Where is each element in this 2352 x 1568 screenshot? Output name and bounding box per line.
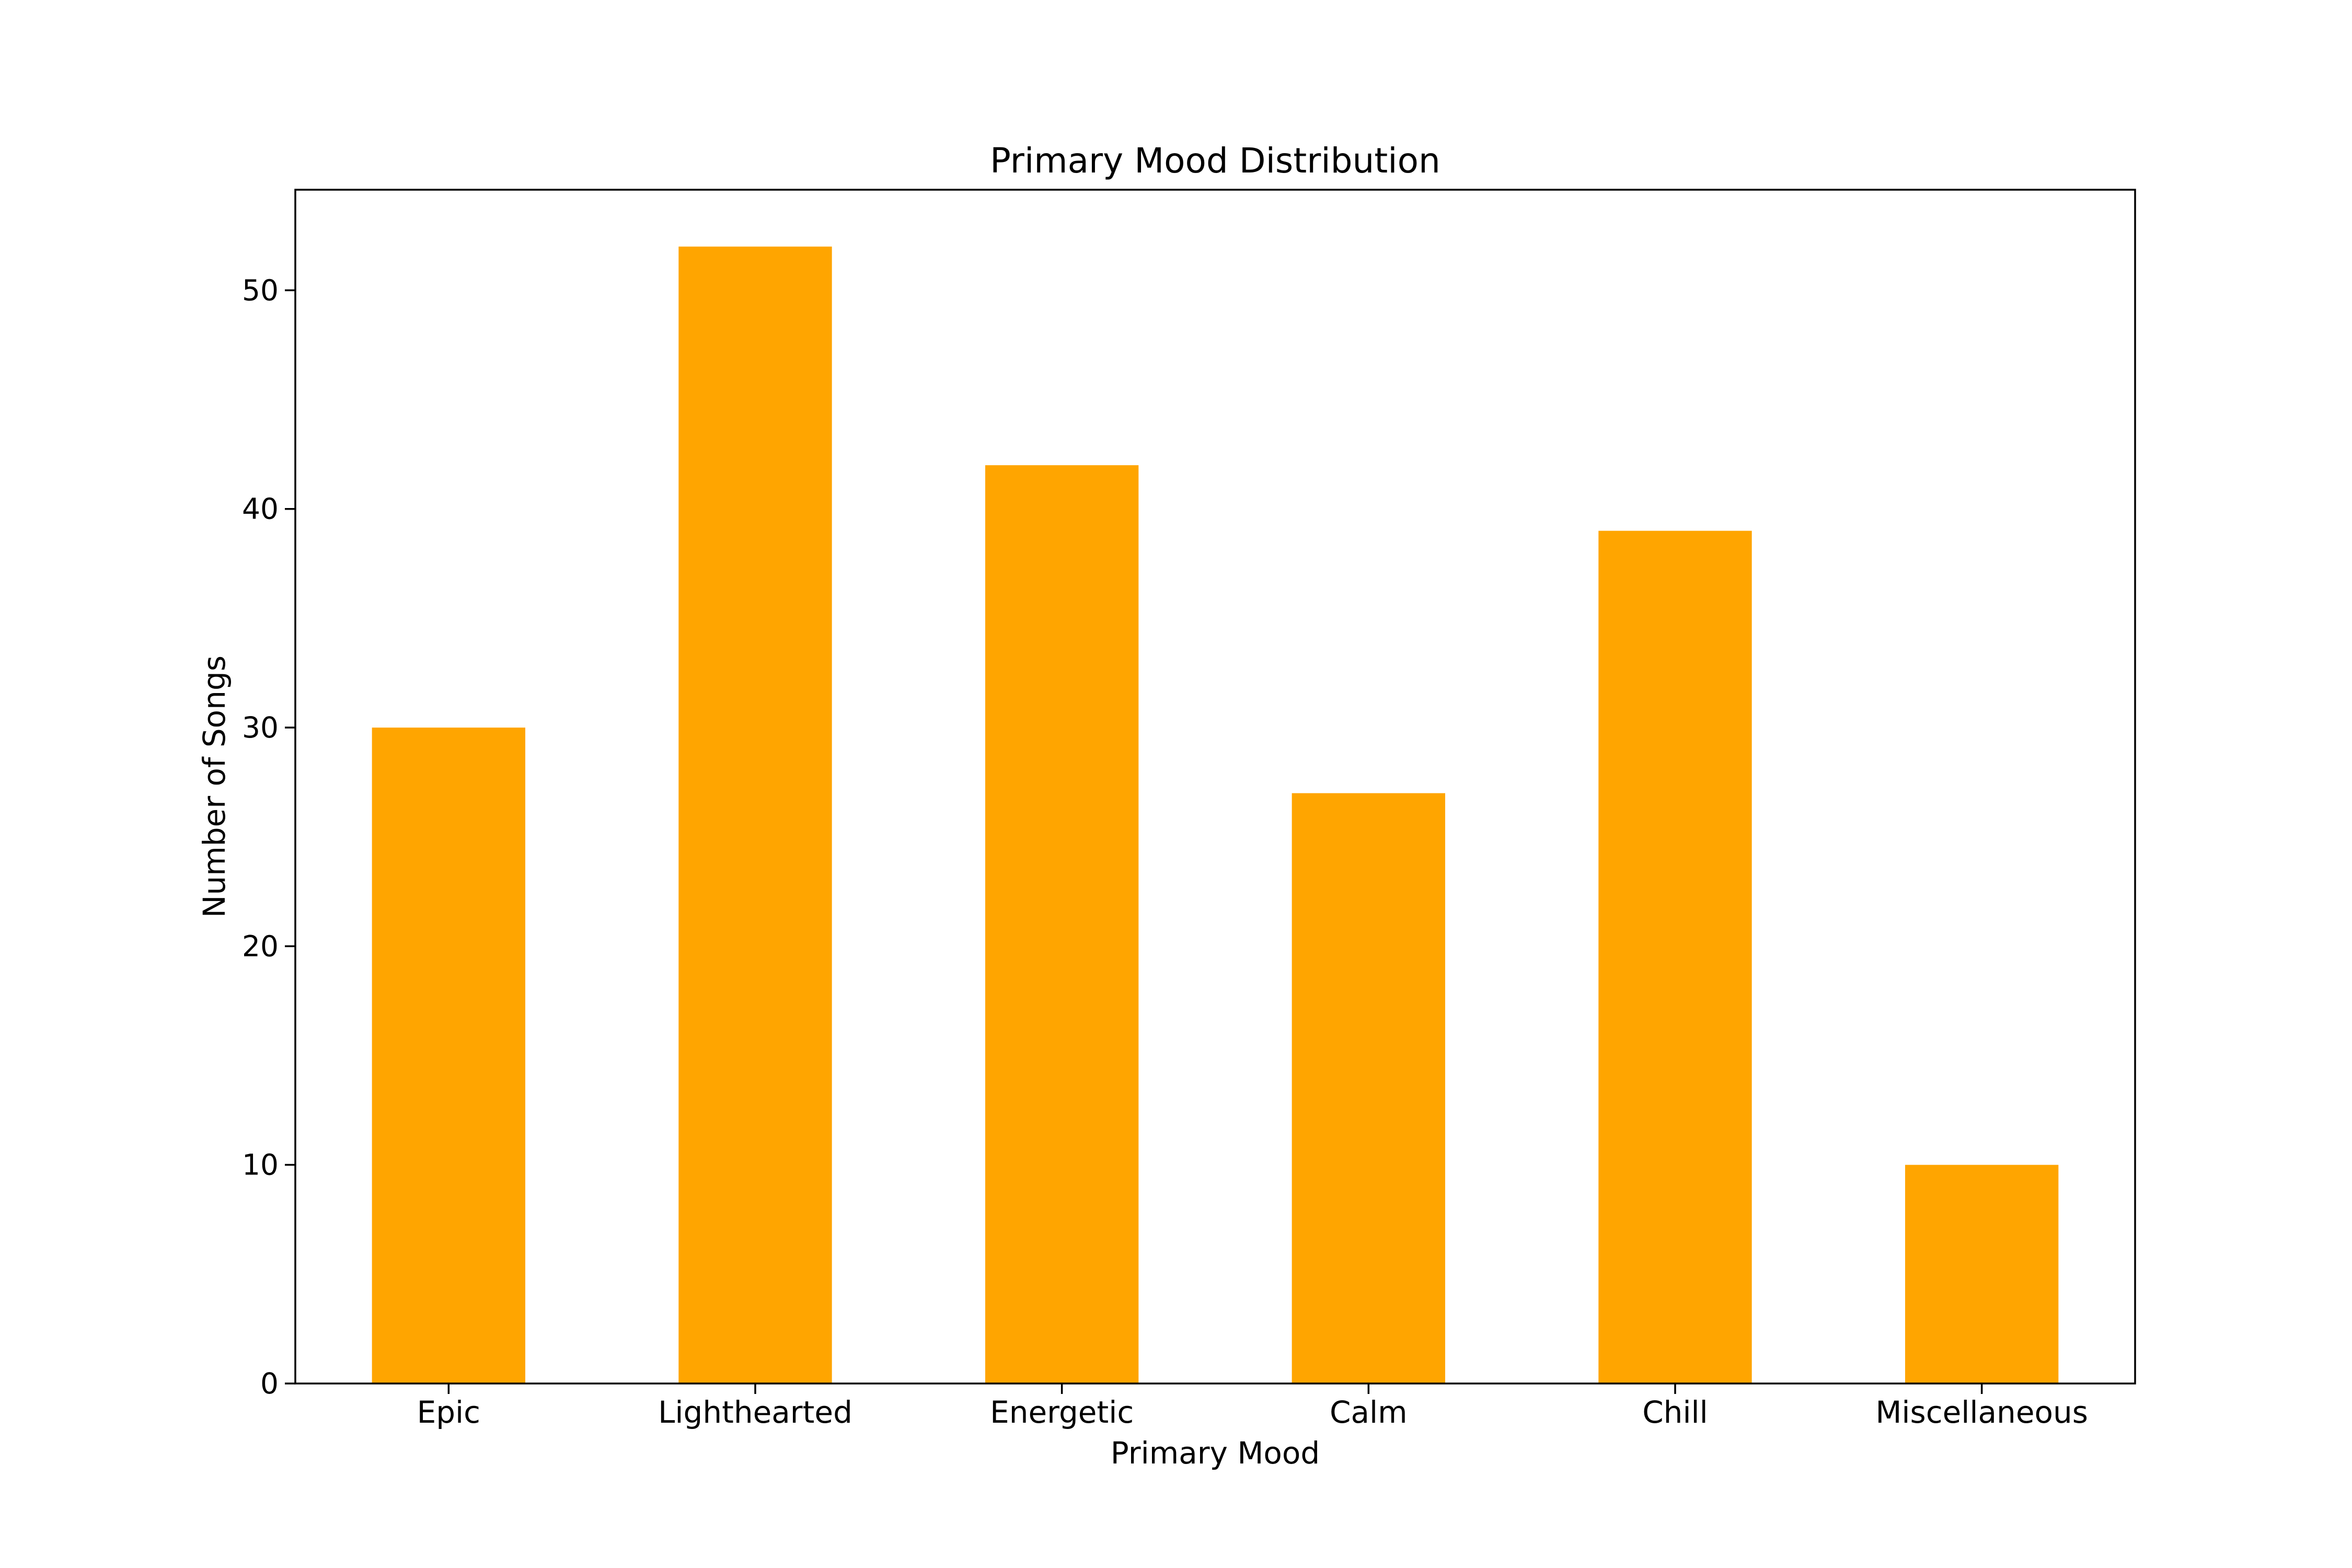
bar-chill [1598,531,1752,1383]
x-tick-label: Miscellaneous [1875,1394,2088,1430]
y-tick-label: 0 [260,1367,279,1400]
y-tick-label: 30 [242,711,279,744]
x-tick-label: Epic [417,1394,480,1430]
y-tick-label: 50 [242,273,279,307]
x-axis-label: Primary Mood [1111,1435,1320,1471]
x-axis: Epic Lighthearted Energetic Calm Chill Miscel… [417,1383,2088,1430]
plot-area [372,246,2059,1383]
y-axis: 0 10 20 30 40 50 [242,273,295,1400]
x-tick-label: Calm [1330,1394,1408,1430]
chart-title: Primary Mood Distribution [990,141,1440,181]
bar-epic [372,728,525,1383]
bar-calm [1292,793,1445,1383]
x-tick-label: Energetic [990,1394,1134,1430]
y-tick-label: 10 [242,1148,279,1182]
x-tick-label: Lighthearted [658,1394,852,1430]
bar-energetic [985,465,1139,1383]
x-tick-label: Chill [1642,1394,1708,1430]
axes-frame [294,189,2136,1385]
bar-lighthearted [678,246,832,1383]
y-tick-label: 40 [242,492,279,526]
y-tick-label: 20 [242,929,279,963]
bar-miscellaneous [1905,1165,2059,1383]
y-axis-label: Number of Songs [197,655,232,918]
